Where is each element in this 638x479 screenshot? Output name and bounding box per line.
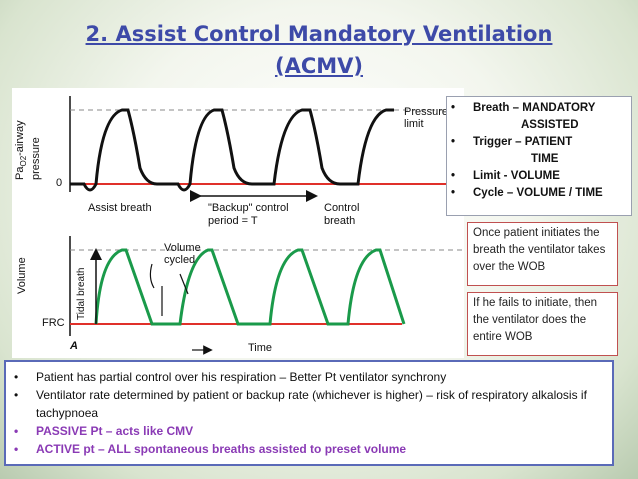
pressure-trace: [70, 108, 394, 192]
summary-item: • PASSIVE Pt – acts like CMV: [14, 422, 604, 440]
bullet-marker: •: [14, 370, 19, 384]
panel-label: A: [70, 340, 78, 352]
bullet-marker: •: [451, 170, 456, 182]
time-label: Time: [248, 342, 273, 354]
bullet-marker: •: [14, 442, 19, 456]
characteristic-text: Breath – MANDATORY: [473, 102, 596, 114]
summary-bullets-box: • Patient has partial control over his re…: [4, 360, 614, 466]
slide-title: 2. Assist Control Mandatory Ventilation: [85, 22, 553, 46]
bullet-marker: •: [451, 187, 456, 199]
ventilation-waveform-diagram: PaO2-airway pressure 0 Pressure limit As…: [12, 88, 464, 358]
assist-breath-label: Assist breath: [88, 202, 152, 214]
characteristic-text: ASSISTED: [521, 119, 579, 131]
characteristic-text: TIME: [531, 153, 559, 165]
control-breath-label: Control breath: [324, 202, 360, 227]
zero-label: 0: [56, 177, 63, 189]
summary-text: ACTIVE pt – ALL spontaneous breaths assi…: [36, 442, 407, 456]
bullet-marker: •: [14, 424, 19, 438]
characteristic-item: • Cycle – VOLUME / TIME: [451, 185, 627, 202]
bullet-marker: •: [451, 102, 456, 114]
volume-cycled-brace: [149, 263, 155, 289]
note-patient-fails: If he fails to initiate, then the ventil…: [467, 292, 618, 356]
summary-text: Ventilator rate determined by patient or…: [36, 388, 587, 420]
characteristic-item: • Breath – MANDATORY: [451, 100, 627, 117]
note-patient-initiates: Once patient initiates the breath the ve…: [467, 222, 618, 286]
volume-trace: [94, 248, 406, 326]
summary-item: • Patient has partial control over his re…: [14, 368, 604, 386]
summary-item: • Ventilator rate determined by patient o…: [14, 386, 604, 422]
characteristic-text: Cycle – VOLUME / TIME: [473, 187, 603, 199]
pressure-axis-label: PaO2-airway pressure: [14, 120, 43, 180]
backup-period-label: "Backup" control period = T: [208, 202, 289, 227]
characteristic-item: • Trigger – PATIENT: [451, 134, 627, 151]
characteristic-item: TIME: [451, 151, 627, 168]
summary-item: • ACTIVE pt – ALL spontaneous breaths ass…: [14, 440, 604, 458]
breath-characteristics-box: • Breath – MANDATORY ASSISTED • Trigger – PA…: [446, 96, 632, 216]
volume-cycled-label: Volume cycled: [164, 242, 201, 266]
pressure-limit-label: Pressure limit: [404, 106, 449, 130]
frc-label: FRC: [42, 317, 65, 329]
volume-cycled-pointer-2: [179, 273, 189, 295]
characteristic-item: • Limit - VOLUME: [451, 168, 627, 185]
characteristic-text: Limit - VOLUME: [473, 170, 560, 182]
characteristic-text: Trigger – PATIENT: [473, 136, 573, 148]
summary-text: Patient has partial control over his res…: [36, 370, 447, 384]
bullet-marker: •: [14, 388, 19, 402]
slide-subtitle: (ACMV): [274, 54, 363, 78]
bullet-marker: •: [451, 136, 456, 148]
characteristic-item: ASSISTED: [451, 117, 627, 134]
waveform-svg: [69, 96, 464, 355]
volume-axis-label: Volume: [16, 257, 28, 294]
tidal-breath-label: Tidal breath: [76, 267, 87, 320]
summary-text: PASSIVE Pt – acts like CMV: [36, 424, 194, 438]
